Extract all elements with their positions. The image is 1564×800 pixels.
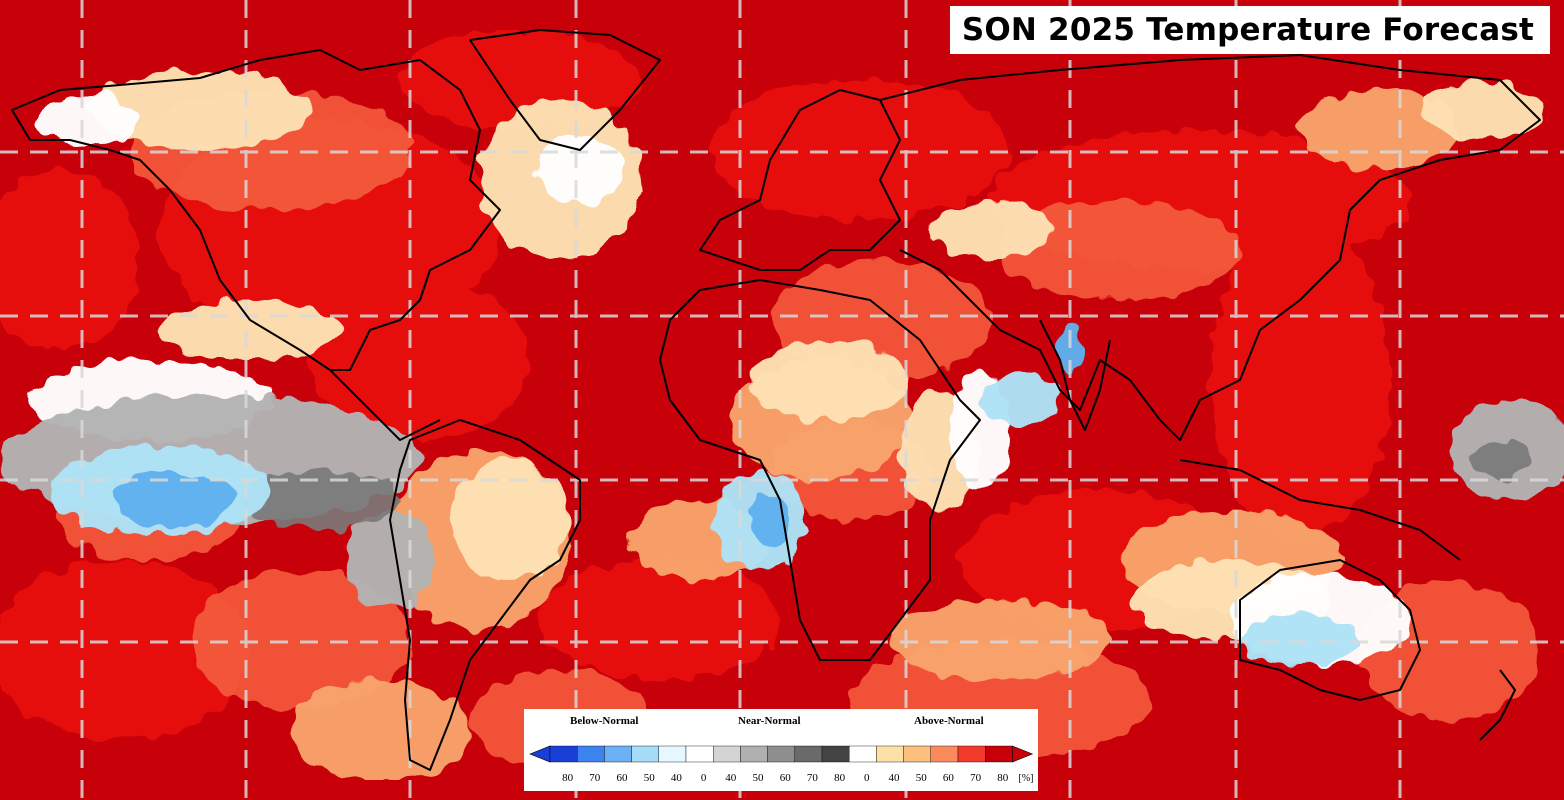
south-america-coast bbox=[389, 419, 581, 771]
australia-coast bbox=[1239, 559, 1421, 701]
africa-coast bbox=[659, 279, 981, 661]
legend-swatch bbox=[658, 745, 687, 763]
legend-tick-label: 80 bbox=[997, 772, 1009, 784]
probability-field bbox=[0, 30, 1564, 780]
legend-swatch bbox=[876, 745, 904, 763]
legend-swatch bbox=[604, 745, 632, 763]
legend-swatch bbox=[957, 745, 986, 763]
legend-category-below-normal: Below-Normal bbox=[570, 715, 639, 727]
legend-swatch bbox=[685, 745, 714, 763]
legend-swatch bbox=[549, 745, 578, 763]
legend-swatch bbox=[712, 745, 741, 763]
legend-tick-label: 60 bbox=[780, 772, 792, 784]
legend-colorbar: 80 70 60 50 40 0 40 50 60 70 80 0 40 50 60 70 80 [%] bbox=[529, 745, 1034, 784]
legend-tick-label: 80 bbox=[562, 772, 574, 784]
india-coast bbox=[1039, 319, 1111, 431]
legend-swatch bbox=[767, 745, 796, 763]
legend-tick-label: 0 bbox=[864, 772, 870, 784]
legend-swatch bbox=[930, 745, 959, 763]
legend-tick-label: 40 bbox=[725, 772, 737, 784]
coastlines bbox=[11, 29, 1541, 771]
asia-coast bbox=[879, 54, 1541, 441]
legend-swatch bbox=[821, 745, 850, 763]
legend-tick-label: 40 bbox=[889, 772, 901, 784]
legend-tick-label: 50 bbox=[916, 772, 928, 784]
maritime-continent-coast bbox=[1179, 459, 1461, 561]
map-title: SON 2025 Temperature Forecast bbox=[949, 6, 1550, 54]
legend-swatch bbox=[794, 745, 823, 763]
legend-category-above-normal: Above-Normal bbox=[914, 715, 984, 727]
legend-tick-label: 70 bbox=[970, 772, 982, 784]
legend-swatch bbox=[740, 745, 768, 763]
legend-tick-label: 50 bbox=[753, 772, 765, 784]
legend-category-near-normal: Near-Normal bbox=[738, 715, 801, 727]
legend-swatch bbox=[985, 745, 1013, 763]
greenland-coast bbox=[469, 29, 661, 151]
legend-arrow-left bbox=[529, 745, 551, 763]
new-zealand-coast bbox=[1479, 669, 1516, 741]
legend-tick-label: 70 bbox=[807, 772, 819, 784]
central-america-coast bbox=[329, 369, 441, 441]
legend-swatch bbox=[903, 745, 932, 763]
legend-tick-label: 40 bbox=[671, 772, 683, 784]
europe-coast bbox=[699, 89, 901, 271]
north-america-coast bbox=[11, 49, 501, 371]
legend-unit: [%] bbox=[1019, 773, 1034, 784]
legend-arrow-right bbox=[1012, 745, 1034, 763]
legend-swatch bbox=[631, 745, 659, 763]
color-legend: Below-Normal Near-Normal Above-Normal 80… bbox=[524, 709, 1038, 791]
legend-swatch bbox=[577, 745, 605, 763]
legend-tick-label: 60 bbox=[617, 772, 629, 784]
legend-tick-label: 60 bbox=[943, 772, 955, 784]
legend-tick-label: 70 bbox=[589, 772, 601, 784]
legend-tick-label: 0 bbox=[701, 772, 707, 784]
legend-swatch bbox=[849, 745, 877, 763]
legend-tick-label: 80 bbox=[834, 772, 846, 784]
legend-tick-label: 50 bbox=[644, 772, 656, 784]
